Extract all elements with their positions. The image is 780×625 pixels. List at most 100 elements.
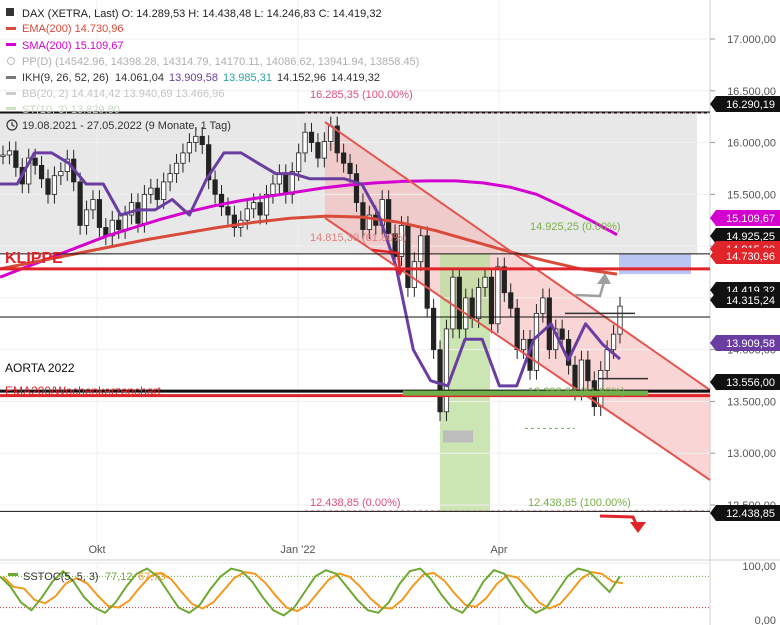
- stoch-k-line: [0, 567, 621, 617]
- price-badge-text: 13.556,00: [726, 377, 775, 389]
- y-tick-label: 16.000,00: [727, 138, 776, 150]
- price-badge: [710, 505, 780, 521]
- candle-body: [353, 173, 360, 204]
- legend-ikh-v0: 14.061,04: [115, 72, 164, 84]
- price-badge: [710, 292, 780, 308]
- candle-body: [96, 199, 103, 228]
- candle-body: [328, 125, 334, 142]
- candle-body: [276, 173, 282, 185]
- x-tick-label: Apr: [490, 544, 507, 556]
- pp-legend-icon: [7, 57, 15, 65]
- fib-label-13388: 13.388,64 (61.80%): [528, 386, 625, 398]
- price-badge: [710, 210, 780, 226]
- stoch-legend: SSTOC(5, 5, 3): [23, 571, 99, 583]
- candle-body: [180, 152, 186, 164]
- legend-ikh: IKH(9, 26, 52, 26): [22, 72, 109, 84]
- candle-body: [45, 178, 51, 195]
- channel-upper: [324, 121, 711, 391]
- legend-dax: DAX (XETRA, Last) O: 14.289,53 H: 14.438…: [22, 8, 382, 20]
- stoch-tick-100: 100,00: [742, 561, 776, 573]
- candle-body: [32, 157, 38, 166]
- candle-body: [321, 141, 327, 159]
- price-badge-text: 16.290,19: [726, 99, 775, 111]
- candle-body: [193, 135, 199, 143]
- y-tick-label: 16.500,00: [727, 86, 776, 98]
- candle-body: [411, 261, 417, 288]
- candle-body: [520, 338, 527, 351]
- candle-body: [334, 125, 340, 154]
- legend-ikh-v4: 14.419,32: [331, 72, 380, 84]
- ema-weekly-label: EMA200/Wochenkerzenchart: [5, 384, 162, 398]
- red-arrow-down-1: [371, 248, 402, 271]
- price-badge-text: 14.730,96: [726, 251, 775, 263]
- candle-body: [128, 202, 135, 216]
- legend-ikh-v1: 13.909,58: [169, 72, 218, 84]
- candle-body: [244, 208, 250, 221]
- ikh-legend-swatch: [6, 76, 16, 79]
- price-badge: [710, 335, 780, 351]
- candle-body: [296, 152, 302, 172]
- candle-body: [585, 359, 591, 382]
- candle-body: [13, 150, 19, 168]
- legend-bb: BB(20, 2) 14.414,42 13.940,69 13.466,96: [22, 88, 224, 100]
- sma200-line: [0, 179, 618, 279]
- candle-body: [366, 214, 372, 230]
- candle-body: [161, 181, 167, 200]
- candle-body: [488, 276, 495, 325]
- candle-body: [392, 233, 398, 257]
- y-tick-label: 17.000,00: [727, 34, 776, 46]
- candle-body: [116, 219, 122, 230]
- candle-body: [26, 157, 32, 185]
- candle-body: [270, 183, 276, 195]
- gap-box: [443, 430, 473, 443]
- sma-legend-swatch: [6, 43, 16, 46]
- fib-label-14925: 14.925,25 (0.00%): [530, 221, 621, 233]
- legend-st: ST(10, 3) 13.829,80: [22, 104, 120, 116]
- candle-body: [83, 209, 90, 226]
- candle-body: [604, 349, 610, 371]
- candle-body: [167, 173, 173, 183]
- legend-pp: PP(D) (14542.96, 14398.28, 14314.79, 141…: [22, 56, 419, 68]
- candle-body: [77, 181, 83, 226]
- x-tick-label: Jan '22: [280, 544, 315, 556]
- candle-body: [501, 266, 507, 294]
- red-arrow-head-1: [395, 268, 405, 276]
- price-badge-text: 15.109,67: [726, 213, 775, 225]
- candle-body: [424, 235, 430, 309]
- stoch-legend-swatch: [8, 573, 18, 576]
- grey-arrow-up: [574, 281, 606, 298]
- candle-body: [398, 224, 405, 257]
- candle-body: [90, 199, 96, 211]
- candle-body: [347, 162, 353, 175]
- candle-body: [58, 171, 64, 177]
- legend-ema: EMA(200) 14.730,96: [22, 23, 124, 35]
- candle-body: [514, 307, 520, 351]
- candle-body: [482, 276, 488, 288]
- price-badge-text: 14.925,25: [726, 231, 775, 243]
- candle-body: [495, 266, 501, 325]
- price-badge: [710, 228, 780, 244]
- aorta-label: AORTA 2022: [5, 361, 75, 375]
- candle-body: [231, 214, 237, 228]
- y-tick-label: 13.000,00: [727, 448, 776, 460]
- legend-ikh-v3: 14.152,96: [277, 72, 326, 84]
- klippe-label: KLIPPE: [5, 250, 63, 267]
- candle-body: [443, 328, 450, 413]
- candle-body: [148, 187, 154, 195]
- legend-ikh-v2: 13.985,31: [223, 72, 272, 84]
- candle-body: [263, 193, 270, 216]
- candle-body: [418, 235, 424, 263]
- ikh-kijun-line: [0, 151, 621, 388]
- candle-body: [315, 142, 321, 159]
- ema-legend-swatch: [6, 27, 16, 30]
- candle-body: [308, 131, 315, 143]
- grey-arrow-head: [597, 273, 611, 284]
- y-tick-label: 13.500,00: [727, 396, 776, 408]
- candle-body: [341, 152, 347, 164]
- price-badge-text: 13.909,58: [726, 338, 775, 350]
- candle-body: [206, 144, 212, 181]
- fib-label-14815: 14.815,30 (61.80%): [310, 232, 407, 244]
- candle-body: [289, 171, 295, 195]
- candle-body: [559, 328, 565, 340]
